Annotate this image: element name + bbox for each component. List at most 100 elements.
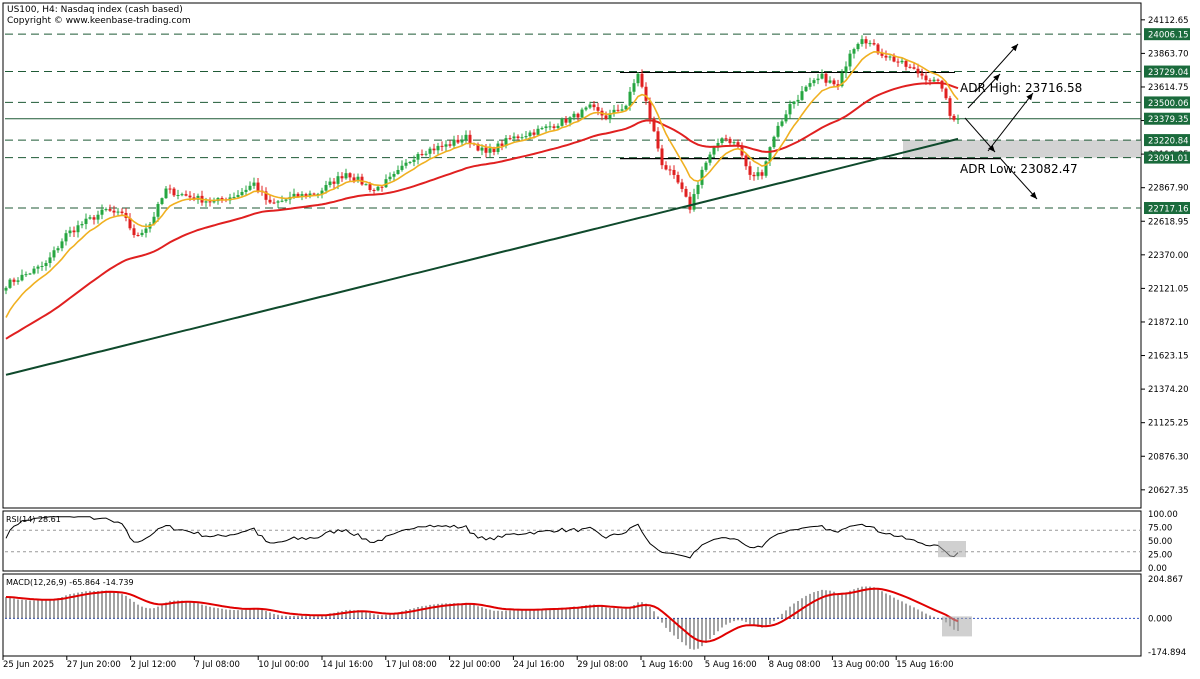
candle-body: [40, 265, 44, 267]
candle-body: [856, 43, 860, 50]
candle-body: [676, 174, 680, 183]
candle-body: [512, 136, 516, 139]
candle-body: [328, 181, 332, 186]
candle-body: [36, 266, 40, 269]
candle-body: [604, 115, 608, 119]
candle-body: [876, 44, 880, 54]
candle-body: [244, 189, 248, 192]
candle-body: [552, 126, 556, 128]
candle-body: [884, 55, 888, 58]
candle-body: [264, 191, 268, 200]
candle-body: [728, 138, 732, 144]
rsi-tick-label: 0.00: [1148, 564, 1167, 574]
candle-body: [404, 162, 408, 166]
x-tick-label: 24 Jul 16:00: [513, 660, 564, 670]
candle-body: [280, 200, 284, 202]
candle-body: [736, 142, 740, 146]
candle-body: [620, 109, 624, 111]
candle-body: [468, 134, 472, 144]
macd-tick-label: 204.867: [1148, 575, 1183, 585]
candle-body: [20, 274, 24, 281]
x-tick-label: 5 Aug 16:00: [705, 660, 757, 670]
candle-body: [424, 153, 428, 155]
candle-body: [476, 144, 480, 151]
rsi-label: RSI(14) 28.61: [6, 515, 61, 524]
price-tag: [1144, 28, 1190, 41]
candle-body: [92, 217, 96, 220]
candle-body: [944, 88, 948, 99]
candle-body: [308, 193, 312, 197]
candle-body: [644, 86, 648, 101]
candle-body: [236, 195, 240, 197]
candle-body: [892, 56, 896, 62]
candle-body: [484, 147, 488, 153]
price-tag: [1144, 96, 1190, 109]
candle-body: [760, 172, 764, 176]
candle-body: [772, 136, 776, 148]
candle-body: [720, 138, 724, 144]
scenario-arrow: [967, 73, 1001, 109]
candle-body: [256, 182, 260, 191]
candle-body: [612, 109, 616, 114]
candle-body: [584, 107, 588, 110]
candle-body: [828, 80, 832, 83]
candle-body: [900, 60, 904, 63]
x-tick-label: 10 Jul 00:00: [258, 660, 309, 670]
candle-body: [208, 201, 212, 203]
candle-body: [88, 217, 92, 219]
candle-body: [140, 232, 144, 236]
x-tick-label: 7 Jul 08:00: [194, 660, 240, 670]
candle-body: [824, 73, 828, 83]
y-tick-label: 22370.00: [1148, 251, 1189, 261]
copyright-text: Copyright © www.keenbase-trading.com: [7, 16, 191, 26]
candle-body: [524, 136, 528, 138]
price-tag: [1144, 134, 1190, 147]
candle-body: [500, 143, 504, 146]
candle-body: [108, 209, 112, 211]
x-tick-label: 1 Aug 16:00: [641, 660, 693, 670]
candle-body: [896, 61, 900, 63]
candle-body: [520, 137, 524, 139]
macd-tick-label: 0.000: [1148, 614, 1172, 624]
candle-body: [848, 53, 852, 67]
candle-body: [732, 142, 736, 144]
candle-body: [52, 250, 56, 258]
candle-body: [592, 104, 596, 108]
candle-body: [716, 143, 720, 147]
candle-body: [684, 188, 688, 197]
price-tag-label: 22717.16: [1148, 205, 1189, 215]
candle-body: [76, 225, 80, 233]
candle-body: [136, 235, 140, 237]
ma-slow-line: [5, 137, 959, 376]
candle-body: [356, 176, 360, 181]
candle-body: [804, 86, 808, 92]
candle-body: [788, 104, 792, 115]
candle-body: [336, 176, 340, 184]
price-tag-label: 23220.84: [1148, 137, 1189, 147]
macd-highlight: [942, 616, 972, 637]
candle-body: [104, 209, 108, 211]
price-tag-label: 23500.06: [1148, 99, 1189, 109]
candle-body: [440, 145, 444, 147]
candle-body: [396, 169, 400, 174]
candle-body: [68, 230, 72, 234]
candle-body: [688, 196, 692, 210]
candle-body: [272, 202, 276, 204]
candle-body: [364, 184, 368, 186]
y-tick-label: 21374.20: [1148, 385, 1189, 395]
candle-body: [792, 101, 796, 105]
candle-body: [268, 199, 272, 203]
y-tick-label: 21125.25: [1148, 419, 1189, 429]
y-tick-label: 23614.75: [1148, 83, 1189, 93]
candle-body: [120, 211, 124, 213]
candle-body: [516, 136, 520, 139]
candle-body: [160, 198, 164, 205]
candle-body: [652, 118, 656, 132]
candle-body: [420, 154, 424, 156]
candle-body: [624, 105, 628, 110]
candle-body: [284, 199, 288, 201]
candle-body: [648, 100, 652, 119]
y-tick-label: 22618.95: [1148, 217, 1189, 227]
candle-body: [568, 117, 572, 123]
macd-pane-frame: [2, 573, 1142, 657]
